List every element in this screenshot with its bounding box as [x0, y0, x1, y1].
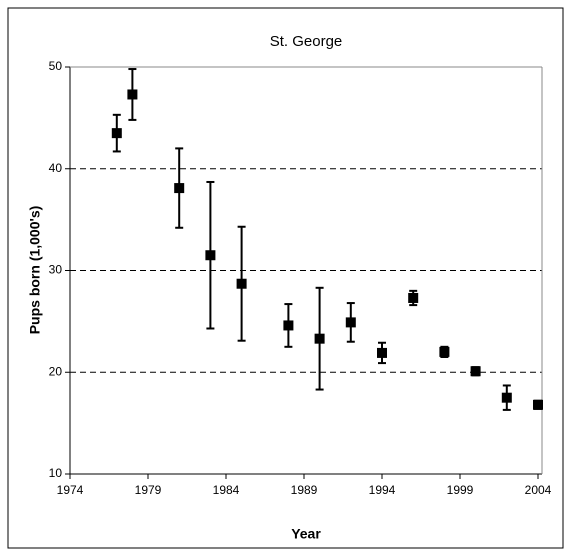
x-tick-label: 1999 [447, 483, 474, 497]
point [236, 278, 247, 289]
point [533, 399, 543, 410]
point [501, 392, 512, 403]
y-tick-label: 10 [49, 466, 63, 480]
point [470, 366, 481, 377]
point [377, 347, 387, 358]
y-tick-label: 30 [49, 263, 63, 277]
point [111, 128, 122, 139]
x-tick-label: 1974 [57, 483, 84, 497]
point [205, 250, 216, 261]
x-tick-label: 2004 [525, 483, 552, 497]
y-tick-label: 50 [49, 59, 63, 73]
point [174, 183, 185, 194]
y-tick-label: 40 [49, 161, 63, 175]
point [439, 346, 450, 357]
x-tick-label: 1989 [291, 483, 318, 497]
chart-title: St. George [270, 33, 343, 50]
point [314, 333, 325, 344]
point [283, 320, 294, 331]
x-tick-label: 1979 [135, 483, 162, 497]
y-axis-label: Pups born (1,000's) [27, 206, 43, 335]
x-tick-label: 1994 [369, 483, 396, 497]
y-tick-label: 20 [49, 364, 63, 378]
point [345, 317, 356, 328]
x-tick-label: 1984 [213, 483, 240, 497]
chart-frame [7, 7, 564, 549]
point [127, 89, 138, 100]
x-axis-label: Year [291, 526, 321, 542]
point [408, 292, 419, 303]
